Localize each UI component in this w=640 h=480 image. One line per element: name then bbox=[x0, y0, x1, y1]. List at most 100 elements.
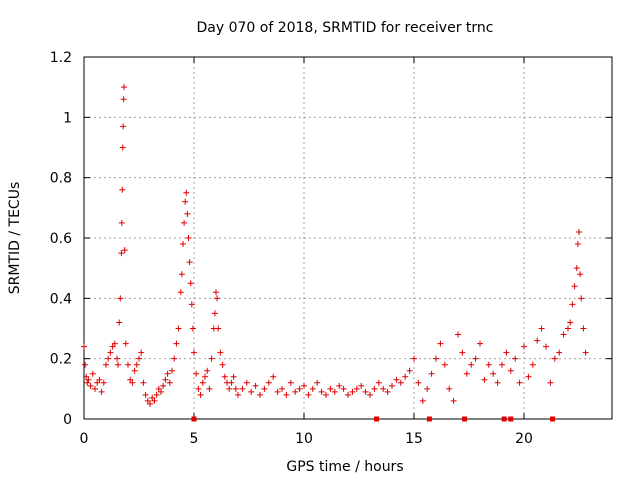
data-point bbox=[169, 367, 175, 374]
data-point bbox=[358, 382, 365, 389]
data-point bbox=[477, 340, 483, 347]
data-point bbox=[323, 391, 329, 398]
data-point bbox=[371, 385, 378, 392]
data-point bbox=[204, 367, 211, 374]
data-point bbox=[118, 250, 125, 257]
y-tick-label: 1.2 bbox=[50, 50, 72, 66]
data-point bbox=[133, 361, 140, 368]
data-point bbox=[318, 388, 325, 395]
data-point bbox=[397, 379, 404, 386]
data-point bbox=[92, 385, 98, 392]
y-tick-label: 0.4 bbox=[50, 291, 72, 307]
x-tick-label: 15 bbox=[405, 431, 423, 447]
data-point bbox=[380, 385, 387, 392]
data-point bbox=[206, 385, 213, 392]
x-tick-label: 10 bbox=[295, 431, 313, 447]
data-point bbox=[463, 370, 470, 377]
data-point bbox=[188, 301, 195, 308]
data-point bbox=[136, 355, 142, 362]
data-point bbox=[441, 361, 448, 368]
data-point bbox=[103, 361, 109, 368]
data-point bbox=[119, 144, 126, 151]
data-point bbox=[419, 397, 426, 404]
data-point bbox=[393, 376, 400, 383]
data-point bbox=[574, 241, 581, 248]
data-point bbox=[121, 84, 128, 91]
data-point bbox=[89, 370, 96, 377]
gap-marker bbox=[374, 416, 380, 422]
data-point bbox=[507, 367, 514, 374]
data-point bbox=[283, 391, 290, 398]
x-tick-label: 0 bbox=[80, 431, 89, 447]
data-point bbox=[178, 271, 185, 278]
y-tick-label: 0.2 bbox=[50, 352, 72, 368]
data-point bbox=[82, 361, 89, 368]
data-point bbox=[411, 355, 417, 362]
data-point bbox=[485, 361, 492, 368]
data-point bbox=[171, 355, 178, 362]
data-point bbox=[287, 379, 294, 386]
data-point bbox=[120, 96, 127, 103]
data-point bbox=[189, 325, 196, 332]
data-point bbox=[375, 379, 382, 386]
data-point bbox=[219, 361, 226, 368]
data-point bbox=[127, 376, 134, 383]
data-point bbox=[149, 394, 156, 401]
data-point bbox=[252, 382, 259, 389]
y-axis-label: SRMTID / TECUs bbox=[7, 182, 23, 295]
data-point bbox=[100, 379, 107, 386]
data-point bbox=[138, 349, 145, 356]
data-point bbox=[226, 385, 233, 392]
data-point bbox=[129, 379, 136, 386]
data-point bbox=[81, 343, 87, 350]
data-point bbox=[85, 376, 92, 383]
data-point bbox=[565, 325, 571, 332]
data-point bbox=[120, 123, 127, 130]
data-point bbox=[232, 385, 239, 392]
data-point bbox=[543, 343, 549, 350]
data-point bbox=[415, 379, 422, 386]
data-point bbox=[160, 382, 167, 389]
data-point bbox=[185, 235, 192, 241]
data-point bbox=[525, 373, 532, 380]
data-point bbox=[147, 400, 153, 407]
data-point bbox=[270, 373, 277, 380]
x-tick-label: 5 bbox=[190, 431, 199, 447]
data-point bbox=[327, 385, 334, 392]
data-point bbox=[459, 349, 466, 356]
data-point bbox=[187, 280, 194, 287]
data-point bbox=[424, 385, 431, 392]
data-point bbox=[158, 388, 164, 395]
data-point bbox=[221, 373, 228, 380]
data-point bbox=[125, 361, 131, 368]
data-point bbox=[274, 388, 281, 395]
data-point bbox=[166, 379, 173, 386]
gap-marker bbox=[508, 416, 514, 422]
gap-marker bbox=[501, 416, 507, 422]
data-point bbox=[384, 388, 391, 395]
data-point bbox=[340, 385, 347, 392]
data-point bbox=[94, 379, 101, 386]
data-point bbox=[296, 385, 303, 392]
data-point bbox=[494, 379, 501, 386]
data-point bbox=[580, 325, 587, 332]
data-point bbox=[573, 265, 580, 272]
data-points bbox=[81, 84, 589, 407]
gap-marker bbox=[191, 416, 197, 422]
x-tick-label: 20 bbox=[515, 431, 533, 447]
data-point bbox=[197, 391, 204, 398]
data-point bbox=[208, 355, 215, 362]
data-point bbox=[177, 289, 184, 296]
data-point bbox=[111, 340, 118, 347]
data-point bbox=[151, 397, 158, 404]
data-point bbox=[182, 198, 189, 205]
data-point bbox=[336, 382, 343, 389]
data-point bbox=[571, 283, 578, 290]
data-point bbox=[87, 382, 94, 389]
data-point bbox=[481, 376, 488, 383]
data-point bbox=[314, 379, 321, 386]
data-point bbox=[140, 379, 147, 386]
data-point bbox=[248, 388, 255, 395]
data-point bbox=[472, 355, 479, 362]
data-point bbox=[534, 337, 541, 344]
